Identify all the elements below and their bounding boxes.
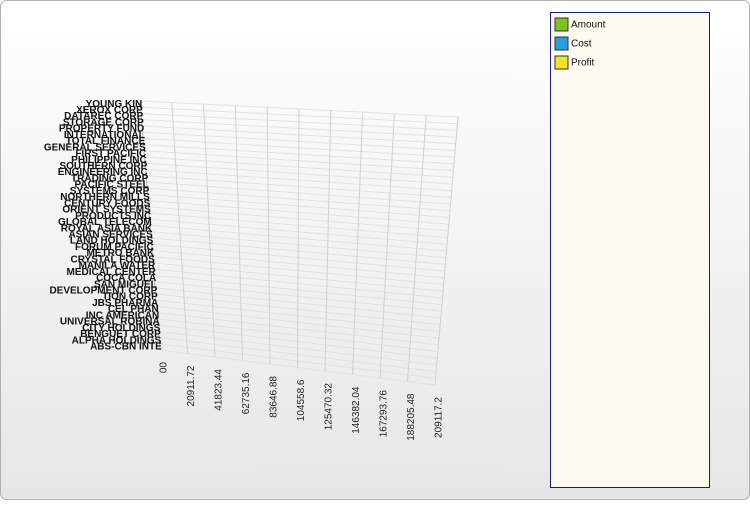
x-tick-label: 00 — [159, 362, 170, 374]
x-tick-label: 20911.72 — [186, 365, 197, 406]
legend-box — [551, 13, 710, 488]
x-tick-label: 125470.32 — [324, 383, 335, 431]
legend-label: Profit — [571, 58, 595, 69]
x-tick-label: 62735.16 — [241, 372, 252, 414]
y-tick-label: ABS-CBN INTE — [90, 342, 162, 353]
x-tick-label: 209117.2 — [434, 397, 445, 438]
x-tick-label: 146382.04 — [351, 386, 362, 434]
x-tick-label: 167293.76 — [379, 390, 390, 438]
legend-swatch — [555, 37, 568, 50]
legend-swatch — [555, 18, 568, 31]
legend-label: Amount — [571, 20, 606, 31]
x-tick-label: 104558.6 — [296, 379, 307, 421]
legend-swatch — [555, 56, 568, 69]
x-tick-label: 41823.44 — [214, 369, 225, 411]
x-tick-label: 83646.88 — [269, 376, 280, 418]
legend-label: Cost — [571, 39, 592, 50]
x-tick-label: 188205.48 — [406, 393, 417, 441]
